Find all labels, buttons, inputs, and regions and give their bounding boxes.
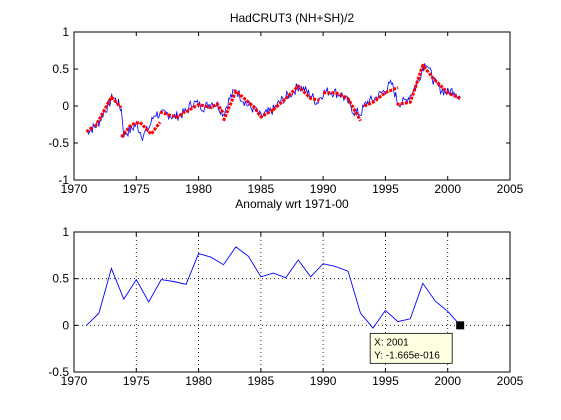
top-x-tick-label: 1985 xyxy=(248,182,275,196)
top-panel: HadCRUT3 (NH+SH)/2 1970 1975 1980 1985 1990 1… xyxy=(48,11,523,196)
trend-segment xyxy=(159,110,186,119)
data-tip-box xyxy=(369,332,453,364)
bottom-x-tick-label: 2005 xyxy=(497,374,524,388)
trend-segment xyxy=(272,84,320,111)
trend-segment xyxy=(85,125,94,134)
bottom-panel: Anomaly wrt 1971-00 1970 1975 1980 1985 1990… xyxy=(48,197,523,388)
bottom-x-tick-label: 1990 xyxy=(310,374,337,388)
bottom-x-tick-label: 1985 xyxy=(248,374,275,388)
bottom-panel-axes-box xyxy=(73,231,511,373)
bottom-y-tick-label: 1 xyxy=(62,225,69,239)
bottom-x-tick-label: 1995 xyxy=(372,374,399,388)
top-x-tick-label: 1995 xyxy=(372,182,399,196)
top-y-tick-label: 0.5 xyxy=(52,62,69,76)
top-y-tick-label: -1 xyxy=(58,173,69,187)
trend-segment xyxy=(323,91,362,122)
top-x-tick-label: 1970 xyxy=(61,182,88,196)
bottom-y-tick-label: 0.5 xyxy=(52,272,69,286)
bottom-x-tick-label: 1975 xyxy=(123,374,150,388)
bottom-y-tick-label: -0.5 xyxy=(48,365,69,379)
top-y-tick-label: 0 xyxy=(62,99,69,113)
bottom-x-tick-label: 1980 xyxy=(185,374,212,388)
top-x-tick-label: 1980 xyxy=(185,182,212,196)
trend-segment xyxy=(396,63,461,106)
data-tip-x-label: X: 2001 xyxy=(374,337,409,348)
bottom-x-tick-label: 2000 xyxy=(434,374,461,388)
bottom-x-tick-label: 1970 xyxy=(61,374,88,388)
top-y-tick-label: -0.5 xyxy=(48,136,69,150)
top-x-tick-label: 1990 xyxy=(310,182,337,196)
top-x-tick-label: 1975 xyxy=(123,182,150,196)
trend-segment xyxy=(93,95,123,128)
top-x-tick-label: 2000 xyxy=(434,182,461,196)
top-y-tick-label: 1 xyxy=(62,25,69,39)
trend-segment xyxy=(222,89,275,122)
bottom-y-tick-label: 0 xyxy=(62,318,69,332)
top-panel-title: HadCRUT3 (NH+SH)/2 xyxy=(230,11,355,25)
trend-segment xyxy=(363,86,399,108)
trend-segment xyxy=(120,120,162,139)
bottom-series-line xyxy=(86,246,461,329)
data-tip-y-label: Y: -1.665e-016 xyxy=(374,350,440,361)
bottom-panel-title: Anomaly wrt 1971-00 xyxy=(235,197,349,211)
top-x-tick-label: 2005 xyxy=(497,182,524,196)
data-tip[interactable]: X: 2001 Y: -1.665e-016 xyxy=(369,321,465,364)
trend-segment xyxy=(185,102,225,115)
data-tip-marker[interactable] xyxy=(456,321,465,330)
